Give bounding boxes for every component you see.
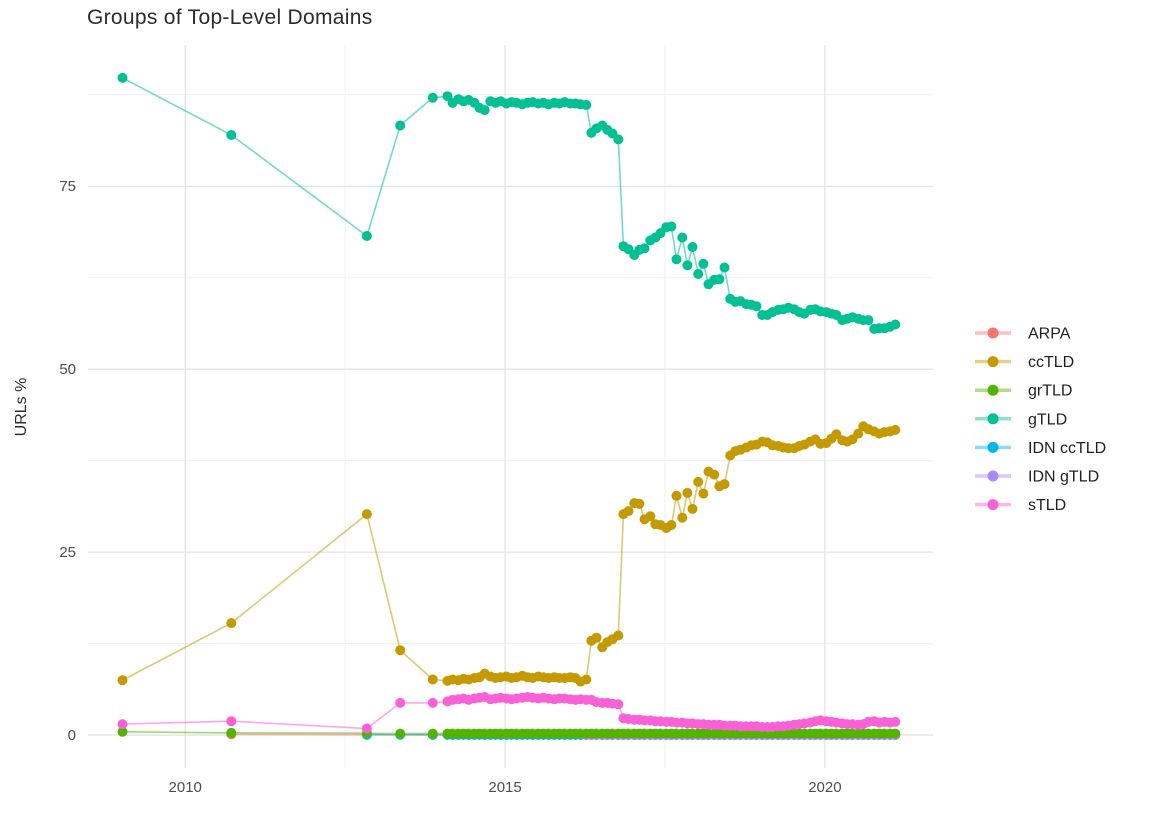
series-ccTLD-point (677, 512, 688, 523)
legend-label-sTLD: sTLD (1028, 497, 1066, 514)
legend-key-dot-icon (987, 327, 999, 339)
series-gTLD-point (581, 100, 592, 110)
series-ccTLD-point (853, 428, 864, 439)
x-tick-label: 2015 (488, 779, 521, 796)
series-grTLD-point (427, 728, 438, 739)
series-gTLD-point (719, 262, 730, 273)
legend-label-grTLD: grTLD (1028, 383, 1072, 400)
series-ccTLD-point (591, 632, 602, 643)
series-sTLD-point (361, 723, 372, 734)
series-ccTLD-point (666, 520, 677, 530)
series-ccTLD-point (117, 675, 128, 686)
series-gTLD-point (226, 130, 237, 140)
legend-key-dot-icon (987, 413, 999, 425)
legend-label-IDN-ccTLD: IDN ccTLD (1028, 440, 1106, 457)
legend-key-dot-icon (987, 441, 999, 453)
series-gTLD-point (714, 274, 725, 285)
series-sTLD-point (395, 697, 406, 708)
series-gTLD-point (427, 92, 438, 103)
series-grTLD-point (890, 728, 901, 739)
legend-key-dot-icon (987, 499, 999, 511)
series-gTLD-point (479, 105, 490, 116)
series-gTLD-point (671, 254, 682, 265)
series-gTLD-point (682, 260, 693, 271)
series-grTLD-point (395, 728, 406, 739)
series-ccTLD-point (682, 487, 693, 498)
series-gTLD-point (361, 231, 372, 241)
series-ccTLD-point (645, 511, 656, 522)
series-sTLD-point (613, 699, 624, 710)
series-ccTLD-point (226, 618, 237, 629)
series-sTLD-point (427, 697, 438, 708)
legend-label-gTLD: gTLD (1028, 411, 1067, 428)
series-gTLD-point (687, 242, 698, 252)
series-gTLD-point (677, 232, 688, 243)
series-grTLD-point (117, 726, 128, 737)
series-gTLD-point (613, 134, 624, 145)
legend-key-dot-icon (987, 356, 999, 368)
y-axis-title: URLs % (13, 377, 30, 437)
series-gTLD-point (863, 315, 874, 326)
series-gTLD-point (751, 301, 762, 312)
series-grTLD-point (226, 727, 237, 738)
series-gTLD-point (666, 221, 677, 232)
series-sTLD-point (117, 719, 128, 730)
series-ccTLD-point (698, 488, 709, 499)
series-ccTLD-point (693, 476, 704, 487)
series-ccTLD-point (709, 469, 720, 480)
series-ccTLD-point (613, 630, 624, 641)
series-gTLD-point (698, 258, 709, 269)
series-gTLD-point (693, 269, 704, 279)
legend-label-ccTLD: ccTLD (1028, 354, 1074, 371)
series-gTLD-point (395, 120, 406, 131)
series-ccTLD-point (623, 506, 634, 517)
legend-label-IDN-gTLD: IDN gTLD (1028, 469, 1099, 486)
y-tick-label: 25 (59, 544, 76, 561)
y-tick-label: 75 (59, 178, 76, 195)
series-ccTLD-point (427, 674, 438, 685)
series-ccTLD-point (671, 490, 682, 501)
legend-key-dot-icon (987, 384, 999, 396)
series-ccTLD-point (719, 479, 730, 490)
y-tick-label: 50 (59, 361, 76, 378)
x-tick-label: 2010 (169, 779, 202, 796)
series-gTLD-point (639, 243, 650, 254)
legend-label-ARPA: ARPA (1028, 326, 1071, 343)
series-ccTLD-point (634, 498, 645, 509)
series-sTLD-point (890, 716, 901, 727)
series-gTLD-point (890, 319, 901, 330)
series-ccTLD-point (361, 509, 372, 520)
series-sTLD-point (226, 716, 237, 727)
chart-title: Groups of Top-Level Domains (87, 6, 373, 29)
series-ccTLD-point (581, 674, 592, 685)
y-tick-label: 0 (68, 727, 76, 744)
series-gTLD-point (117, 72, 128, 83)
series-ccTLD-point (687, 503, 698, 514)
x-tick-label: 2020 (808, 779, 841, 796)
series-ccTLD-point (395, 645, 406, 656)
series-gTLD-line (122, 77, 896, 330)
legend-key-dot-icon (987, 470, 999, 482)
series-ccTLD-point (890, 424, 901, 435)
